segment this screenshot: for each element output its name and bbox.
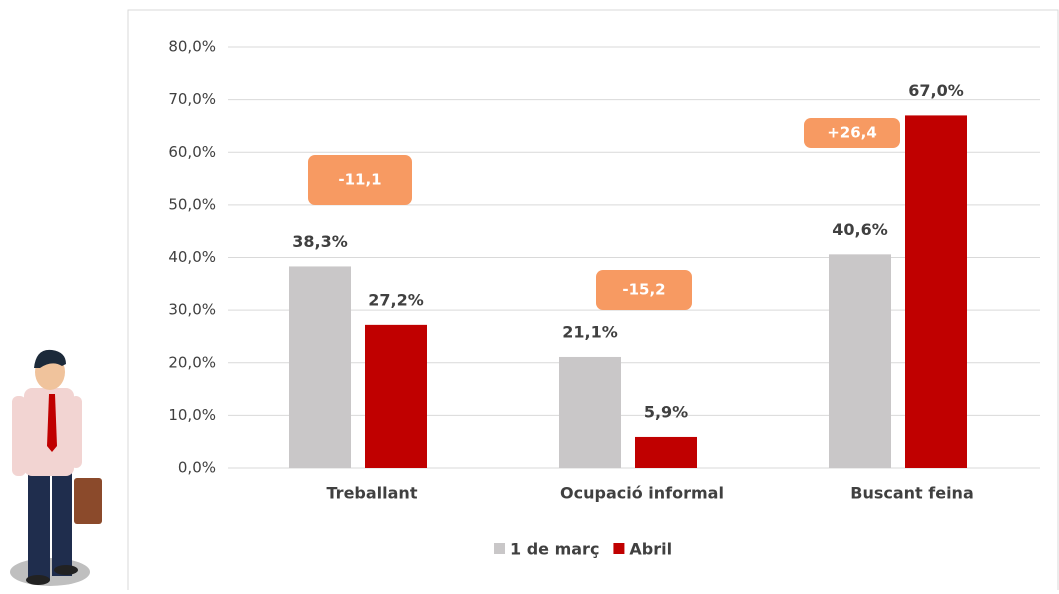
value-label: 27,2%: [368, 290, 424, 309]
bar: [289, 266, 351, 468]
value-label: 40,6%: [832, 220, 888, 239]
annotation: +26,4: [827, 124, 877, 142]
value-label: 5,9%: [644, 402, 688, 421]
annotation: -15,2: [622, 281, 665, 299]
person-illustration: [10, 349, 102, 586]
y-tick-label: 40,0%: [168, 248, 216, 266]
legend-swatch: [494, 543, 505, 554]
x-tick-label: Treballant: [327, 484, 418, 503]
y-tick-label: 0,0%: [178, 459, 216, 477]
y-tick-label: 20,0%: [168, 353, 216, 371]
y-tick-label: 30,0%: [168, 301, 216, 319]
chart-frame: [127, 9, 1059, 594]
y-tick-label: 10,0%: [168, 406, 216, 424]
legend-label: Abril: [629, 540, 672, 559]
bar: [829, 254, 891, 468]
bar: [365, 324, 427, 468]
x-tick-label: Buscant feina: [850, 484, 973, 503]
legend-swatch: [613, 543, 625, 554]
y-tick-label: 50,0%: [168, 195, 216, 213]
annotation-box: [596, 270, 692, 310]
value-label: 67,0%: [908, 81, 964, 100]
bar: [905, 115, 967, 468]
value-label: 21,1%: [562, 322, 618, 341]
annotation-box: [804, 118, 900, 148]
annotation-box: [308, 155, 412, 205]
value-label: 38,3%: [292, 232, 348, 251]
annotation: -11,1: [338, 171, 381, 189]
y-tick-label: 60,0%: [168, 143, 216, 161]
y-tick-label: 70,0%: [168, 90, 216, 108]
legend-label: 1 de març: [510, 540, 599, 559]
y-tick-label: 80,0%: [168, 38, 216, 56]
bar: [559, 356, 621, 468]
x-tick-label: Ocupació informal: [560, 484, 724, 503]
bar: [635, 436, 697, 468]
